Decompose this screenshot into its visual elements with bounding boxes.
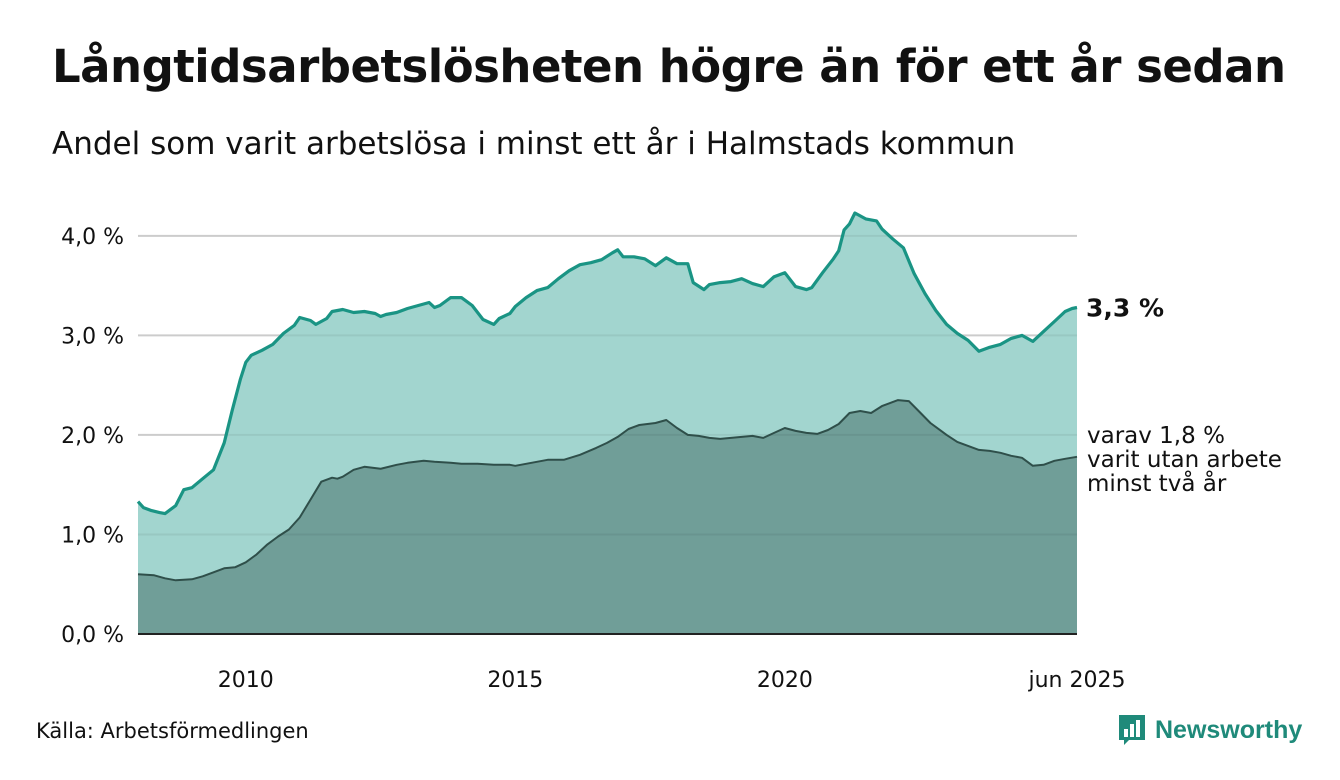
brand-name: Newsworthy [1155, 715, 1303, 744]
source-note: Källa: Arbetsförmedlingen [36, 719, 309, 743]
x-tick-label-0: 2010 [218, 668, 274, 693]
end-label-minst-tva-ar-line-1: varit utan arbete [1087, 447, 1282, 473]
line-minst-ett-ar [136, 211, 1078, 516]
x-tick-label-2: 2020 [757, 668, 813, 693]
end-label-minst-tva-ar-line-0: varav 1,8 % [1087, 423, 1225, 449]
area-minst-tva-ar [138, 400, 1077, 634]
y-axis-ticks: 0,0 % 1,0 % 2,0 % 3,0 % 4,0 % [61, 225, 124, 648]
chart-subtitle: Andel som varit arbetslösa i minst ett å… [52, 126, 1016, 162]
y-tick-label-0: 0,0 % [61, 623, 124, 648]
x-tick-label-3: jun 2025 [1028, 668, 1126, 693]
y-tick-label-1: 1,0 % [61, 523, 124, 548]
x-axis-ticks: 2010 2015 2020 jun 2025 [218, 668, 1126, 693]
line-minst-tva-ar [137, 399, 1078, 582]
x-tick-label-1: 2015 [487, 668, 543, 693]
brand-logo: Newsworthy [1117, 712, 1302, 748]
y-tick-label-2: 2,0 % [61, 424, 124, 449]
y-tick-label-4: 4,0 % [61, 225, 124, 250]
chart-title: Långtidsarbetslösheten högre än för ett … [52, 40, 1286, 93]
y-tick-label-3: 3,0 % [61, 324, 124, 349]
end-label-minst-tva-ar-line-2: minst två år [1087, 469, 1227, 497]
newsworthy-logo-icon [1119, 715, 1145, 745]
end-label-minst-ett-ar: 3,3 % [1086, 294, 1164, 323]
series-areas [136, 211, 1078, 635]
